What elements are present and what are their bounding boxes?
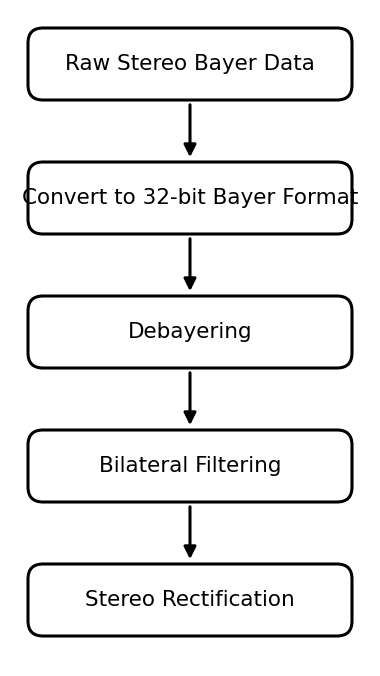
Text: Stereo Rectification: Stereo Rectification xyxy=(85,590,295,610)
FancyBboxPatch shape xyxy=(28,296,352,368)
FancyBboxPatch shape xyxy=(28,430,352,502)
FancyBboxPatch shape xyxy=(28,28,352,100)
Text: Debayering: Debayering xyxy=(128,322,252,342)
Text: Bilateral Filtering: Bilateral Filtering xyxy=(99,456,281,476)
Text: Convert to 32-bit Bayer Format: Convert to 32-bit Bayer Format xyxy=(22,188,358,208)
FancyBboxPatch shape xyxy=(28,162,352,234)
FancyBboxPatch shape xyxy=(28,564,352,636)
Text: Raw Stereo Bayer Data: Raw Stereo Bayer Data xyxy=(65,54,315,74)
